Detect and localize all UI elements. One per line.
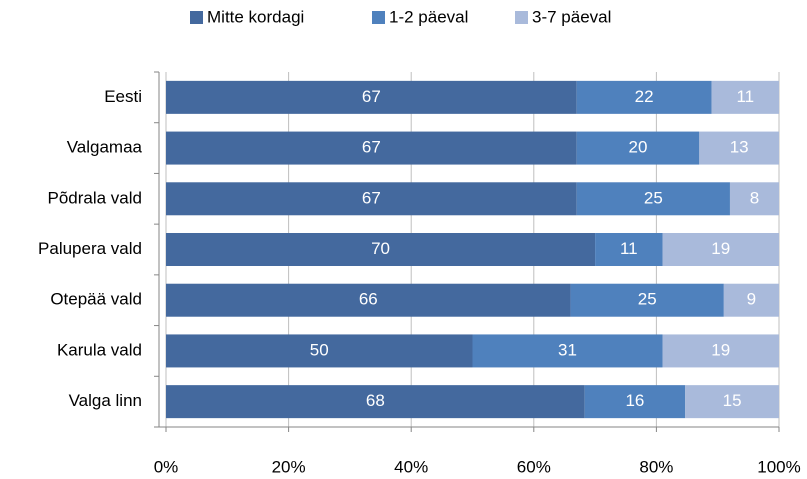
bar-segment	[472, 334, 663, 368]
bar-segment	[166, 385, 585, 419]
data-label: 67	[362, 188, 381, 207]
x-tick-label: 0%	[154, 457, 179, 476]
bar-segment	[584, 385, 686, 419]
data-label: 15	[723, 391, 742, 410]
bar-segment	[166, 233, 596, 266]
legend-label: 1-2 päeval	[389, 7, 468, 26]
x-tick-label: 100%	[757, 457, 800, 476]
data-label: 19	[711, 340, 730, 359]
data-label: 16	[625, 391, 644, 410]
data-label: 8	[750, 188, 759, 207]
bar-segment	[576, 131, 700, 165]
y-tick-label: Põdrala vald	[47, 188, 142, 207]
bar-segment	[166, 283, 571, 317]
data-label: 22	[635, 87, 654, 106]
data-label: 11	[736, 87, 754, 106]
legend-swatch	[372, 11, 385, 24]
data-label: 11	[620, 239, 638, 258]
bar-segment	[166, 80, 577, 114]
bar-segment	[576, 182, 730, 216]
data-label: 25	[638, 290, 657, 309]
data-label: 9	[747, 290, 756, 309]
x-tick-label: 80%	[639, 457, 673, 476]
y-tick-label: Valga linn	[69, 391, 142, 410]
data-label: 67	[362, 87, 381, 106]
y-tick-label: Valgamaa	[67, 138, 143, 157]
y-tick-label: Karula vald	[57, 340, 142, 359]
bar-segment	[570, 283, 724, 317]
data-label: 67	[362, 138, 381, 157]
data-label: 19	[711, 239, 730, 258]
bar-segment	[685, 385, 779, 419]
bar-segment	[723, 283, 779, 317]
data-label: 25	[644, 188, 663, 207]
x-tick-label: 60%	[517, 457, 551, 476]
bar-segment	[166, 131, 577, 165]
bar-segment	[729, 182, 779, 216]
y-tick-label: Eesti	[104, 87, 142, 106]
data-label: 20	[629, 138, 648, 157]
bar-segment	[166, 182, 577, 216]
bar-segment	[166, 334, 473, 368]
legend-swatch	[190, 11, 203, 24]
bar-segment	[576, 80, 712, 114]
bar-segment	[595, 233, 663, 266]
data-label: 50	[310, 340, 329, 359]
legend-swatch	[515, 11, 528, 24]
x-tick-label: 20%	[272, 457, 306, 476]
y-tick-label: Palupera vald	[38, 239, 142, 258]
data-label: 13	[730, 138, 749, 157]
y-tick-label: Otepää vald	[50, 290, 142, 309]
legend-label: Mitte kordagi	[207, 7, 304, 26]
bar-segment	[699, 131, 779, 165]
bar-segment	[662, 334, 779, 368]
x-tick-label: 40%	[394, 457, 428, 476]
data-label: 66	[359, 290, 378, 309]
legend-label: 3-7 päeval	[532, 7, 611, 26]
data-label: 70	[371, 239, 390, 258]
data-label: 68	[366, 391, 385, 410]
bar-segment	[711, 80, 779, 114]
data-label: 31	[558, 340, 577, 359]
bar-segment	[662, 233, 779, 266]
